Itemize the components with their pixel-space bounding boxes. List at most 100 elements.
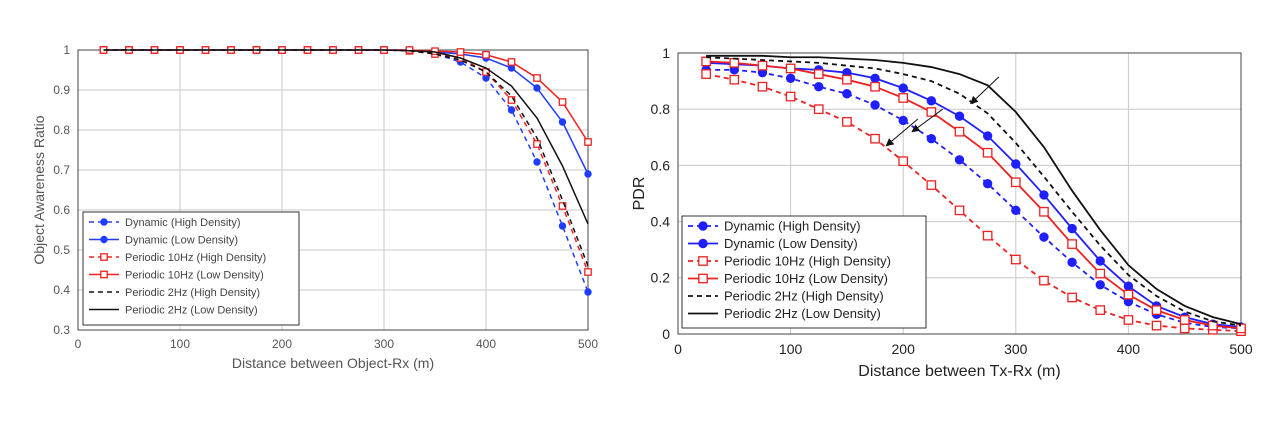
data-point — [982, 178, 993, 189]
data-point — [584, 170, 592, 178]
y-tick-label: 0.8 — [651, 101, 671, 117]
legend-label: Periodic 2Hz (Low Density) — [724, 306, 881, 321]
data-point — [1151, 305, 1162, 315]
y-tick-label: 0.8 — [53, 123, 70, 137]
data-point — [1039, 206, 1049, 217]
data-point — [870, 133, 880, 144]
legend-label: Periodic 2Hz (High Density) — [125, 287, 260, 299]
data-point — [507, 58, 516, 66]
data-point — [898, 83, 908, 93]
data-point — [482, 50, 490, 59]
legend-item: Dynamic (High Density) — [89, 217, 241, 229]
x-tick-label: 0 — [674, 341, 682, 357]
data-point — [785, 91, 796, 102]
y-tick-label: 0.6 — [53, 203, 70, 217]
legend-marker — [698, 273, 708, 284]
series-line — [103, 49, 589, 225]
data-point — [785, 63, 796, 74]
series-periodic-2hz-low-density — [706, 54, 1242, 326]
data-point — [982, 230, 993, 241]
y-axis-label: Object Awareness Ratio — [31, 115, 47, 264]
data-point — [729, 74, 740, 85]
data-point — [898, 115, 908, 126]
data-point — [1011, 159, 1021, 169]
series-line — [103, 49, 589, 273]
x-tick-label: 400 — [1117, 341, 1141, 357]
legend-label: Periodic 10Hz (High Density) — [724, 254, 891, 269]
data-point — [813, 69, 824, 79]
x-axis-label: Distance between Object-Rx (m) — [232, 355, 434, 371]
series-periodic-2hz-high-density — [103, 49, 589, 267]
series-periodic-2hz-high-density — [706, 56, 1242, 327]
y-axis-label: PDR — [631, 177, 648, 211]
data-point — [584, 268, 592, 276]
data-point — [729, 57, 740, 68]
data-point — [1236, 323, 1246, 334]
data-point — [558, 98, 567, 106]
data-point — [870, 100, 880, 110]
data-point — [954, 111, 965, 121]
data-point — [1067, 239, 1077, 249]
y-tick-label: 0.4 — [651, 214, 671, 230]
data-point — [1179, 323, 1190, 334]
data-point — [1067, 292, 1077, 303]
legend-box — [82, 211, 300, 326]
data-point — [982, 147, 993, 158]
data-point — [926, 134, 937, 144]
data-point — [814, 82, 824, 92]
legend-box — [681, 215, 927, 329]
legend-item: Periodic 2Hz (Low Density) — [89, 304, 258, 316]
legend-item: Periodic 2Hz (High Density) — [89, 287, 260, 299]
data-point — [842, 116, 852, 127]
legend-marker — [698, 238, 708, 249]
data-point — [926, 107, 937, 117]
x-tick-label: 0 — [75, 337, 82, 351]
data-point — [584, 138, 592, 146]
data-point — [1039, 232, 1049, 242]
x-tick-label: 200 — [892, 341, 916, 357]
data-point — [701, 69, 711, 79]
legend-item: Dynamic (High Density) — [688, 219, 861, 234]
data-point — [870, 73, 880, 83]
data-point — [1095, 268, 1106, 279]
data-point — [1123, 315, 1134, 325]
data-point — [757, 60, 768, 71]
annotation-arrow — [911, 108, 943, 133]
y-tick-label: 0.9 — [53, 83, 70, 97]
series-line — [103, 49, 589, 267]
legend-item: Periodic 2Hz (High Density) — [688, 289, 884, 304]
legend-label: Dynamic (Low Density) — [125, 234, 238, 246]
legend-item: Periodic 2Hz (Low Density) — [688, 306, 881, 321]
x-axis-label: Distance between Tx-Rx (m) — [858, 363, 1060, 380]
data-point — [701, 56, 711, 67]
data-point — [1095, 256, 1105, 266]
data-point — [558, 222, 567, 230]
chart-pdr: 0 100 200 300 400 500 0 0.2 0.4 0.6 0.8 1 Distance b… — [631, 45, 1253, 380]
legend-item: Periodic 10Hz (Low Density) — [89, 269, 264, 281]
data-point — [533, 84, 541, 92]
legend-label: Periodic 10Hz (Low Density) — [125, 269, 264, 281]
data-point — [926, 180, 937, 190]
series-line — [706, 68, 1242, 330]
data-point — [954, 155, 965, 165]
annotation-arrows — [885, 76, 1000, 147]
legend: Dynamic (High Density) Dynamic (Low Densi… — [681, 215, 927, 329]
data-point — [842, 89, 852, 99]
data-point — [1067, 257, 1077, 268]
legend-item: Dynamic (Low Density) — [688, 236, 858, 251]
data-point — [533, 74, 541, 82]
data-point — [757, 81, 768, 92]
data-point — [1151, 320, 1162, 331]
data-point — [842, 74, 852, 85]
x-tick-label: 200 — [272, 337, 292, 351]
data-point — [1179, 315, 1190, 325]
legend-marker — [100, 270, 108, 279]
data-point — [785, 73, 796, 83]
legend-label: Dynamic (High Density) — [724, 219, 861, 234]
legend-item: Periodic 10Hz (Low Density) — [688, 271, 888, 286]
data-point — [456, 48, 465, 56]
data-point — [898, 93, 909, 103]
chart-object-awareness: 0 100 200 300 400 500 0.3 0.4 0.5 0.6 0.7 0.8 0.9 1 Di… — [31, 43, 598, 371]
legend-label: Periodic 2Hz (Low Density) — [125, 304, 258, 316]
data-point — [1010, 254, 1021, 265]
